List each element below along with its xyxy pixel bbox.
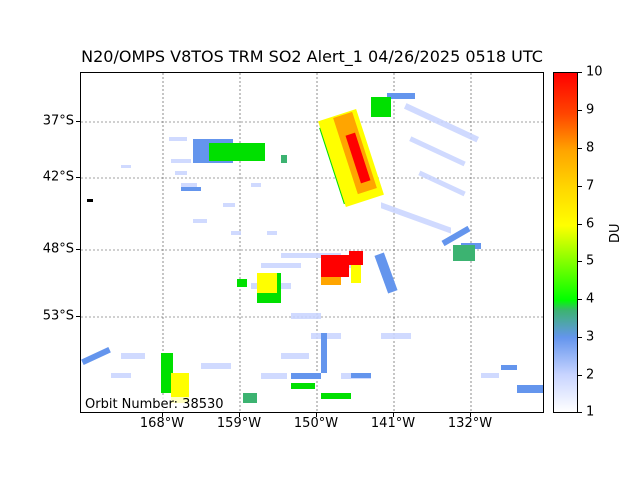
colorbar-tick <box>578 261 582 262</box>
swath-low-values <box>111 103 499 379</box>
colorbar-label-5: 5 <box>586 253 595 269</box>
lon-tick <box>239 413 240 417</box>
colorbar-label-7: 7 <box>586 178 595 194</box>
lon-tick <box>316 413 317 417</box>
lat-label-37s: 37°S <box>42 113 74 129</box>
orbit-number-label: Orbit Number: 38530 <box>85 397 224 412</box>
colorbar-label-9: 9 <box>586 102 595 118</box>
swath-teal-values <box>243 155 475 403</box>
colorbar-tick <box>578 110 582 111</box>
lat-tick <box>76 316 80 317</box>
lon-tick <box>470 413 471 417</box>
colorbar-label-1: 1 <box>586 404 595 420</box>
colorbar-tick <box>578 337 582 338</box>
lon-label-168w: 168°W <box>139 416 185 431</box>
map-title: N20/OMPS V8TOS TRM SO2 Alert_1 04/26/202… <box>81 47 543 66</box>
colorbar-label-3: 3 <box>586 329 595 345</box>
lon-tick <box>162 413 163 417</box>
lat-tick <box>76 177 80 178</box>
colorbar-label-4: 4 <box>586 291 595 307</box>
coast-marker <box>87 199 93 202</box>
lon-label-141w: 141°W <box>370 416 416 431</box>
colorbar-tick <box>578 72 582 73</box>
colorbar-label-8: 8 <box>586 140 595 156</box>
colorbar-tick <box>578 148 582 149</box>
colorbar-label-2: 2 <box>586 367 595 383</box>
colorbar-tick <box>578 375 582 376</box>
lon-tick <box>393 413 394 417</box>
colorbar-label-6: 6 <box>586 216 595 232</box>
colorbar-unit-label: DU <box>608 223 623 243</box>
swath-red-values <box>321 132 371 277</box>
lon-label-132w: 132°W <box>447 416 493 431</box>
colorbar-tick <box>578 224 582 225</box>
colorbar-label-10: 10 <box>586 64 603 80</box>
colorbar <box>553 72 578 413</box>
lat-label-48s: 48°S <box>42 241 74 257</box>
colorbar-tick <box>578 299 582 300</box>
so2-map-plot <box>81 73 543 412</box>
lat-tick <box>76 121 80 122</box>
map-area[interactable] <box>80 72 544 413</box>
lat-label-42s: 42°S <box>42 169 74 185</box>
colorbar-tick <box>578 186 582 187</box>
colorbar-tick <box>578 412 582 413</box>
lon-label-150w: 150°W <box>293 416 339 431</box>
lat-label-53s: 53°S <box>42 308 74 324</box>
lat-tick <box>76 249 80 250</box>
lon-label-159w: 159°W <box>216 416 262 431</box>
